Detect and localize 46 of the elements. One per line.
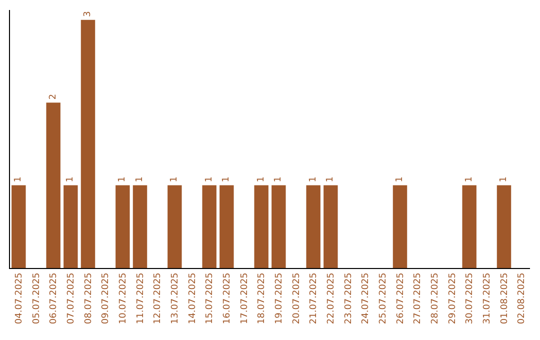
data-label: 3 — [83, 11, 93, 17]
x-tick-label: 12.07.2025 — [153, 272, 164, 324]
x-tick-label: 18.07.2025 — [257, 272, 268, 324]
x-tick-label: 01.08.2025 — [500, 272, 510, 324]
x-tick-label: 19.07.2025 — [274, 272, 285, 324]
data-label: 1 — [326, 176, 336, 182]
data-label: 1 — [464, 176, 474, 182]
data-label: 1 — [66, 176, 76, 182]
data-label: 1 — [256, 176, 266, 182]
x-tick-label: 07.07.2025 — [66, 272, 77, 324]
x-tick-label: 23.07.2025 — [344, 272, 354, 324]
data-label: 2 — [48, 94, 58, 100]
data-label: 1 — [135, 176, 145, 182]
x-tick-label: 04.07.2025 — [14, 272, 25, 324]
data-label: 1 — [499, 176, 509, 182]
x-tick-label: 09.07.2025 — [101, 272, 112, 324]
x-tick-label: 14.07.2025 — [188, 272, 198, 324]
data-label: 1 — [170, 176, 180, 182]
x-tick-label: 16.07.2025 — [222, 272, 233, 324]
x-tick-label: 08.07.2025 — [84, 272, 94, 324]
x-tick-label: 22.07.2025 — [326, 272, 337, 324]
x-tick-label: 17.07.2025 — [240, 272, 250, 324]
x-tick-label: 15.07.2025 — [205, 272, 216, 324]
x-tick-label: 02.08.2025 — [517, 272, 528, 324]
x-tick-label: 10.07.2025 — [118, 272, 129, 324]
x-tick-label: 27.07.2025 — [413, 272, 424, 324]
data-label: 1 — [274, 176, 284, 182]
data-label: 1 — [204, 176, 214, 182]
data-label: 1 — [395, 176, 405, 182]
x-tick-label: 24.07.2025 — [361, 272, 372, 324]
x-tick-label: 30.07.2025 — [465, 272, 476, 324]
data-label: 1 — [118, 176, 128, 182]
x-tick-label: 21.07.2025 — [309, 272, 320, 324]
data-label: 1 — [222, 176, 232, 182]
x-tick-label: 31.07.2025 — [482, 272, 493, 324]
x-tick-label: 28.07.2025 — [430, 272, 441, 324]
x-tick-label: 05.07.2025 — [32, 272, 42, 324]
x-tick-label: 25.07.2025 — [378, 272, 389, 324]
x-tick-label: 13.07.2025 — [170, 272, 181, 324]
x-tick-label: 11.07.2025 — [136, 272, 146, 324]
x-tick-label: 20.07.2025 — [292, 272, 302, 324]
x-tick-label: 29.07.2025 — [448, 272, 458, 324]
data-label: 1 — [308, 176, 318, 182]
x-tick-label: 26.07.2025 — [396, 272, 406, 324]
x-tick-label: 06.07.2025 — [49, 272, 60, 324]
data-label: 1 — [14, 176, 24, 182]
